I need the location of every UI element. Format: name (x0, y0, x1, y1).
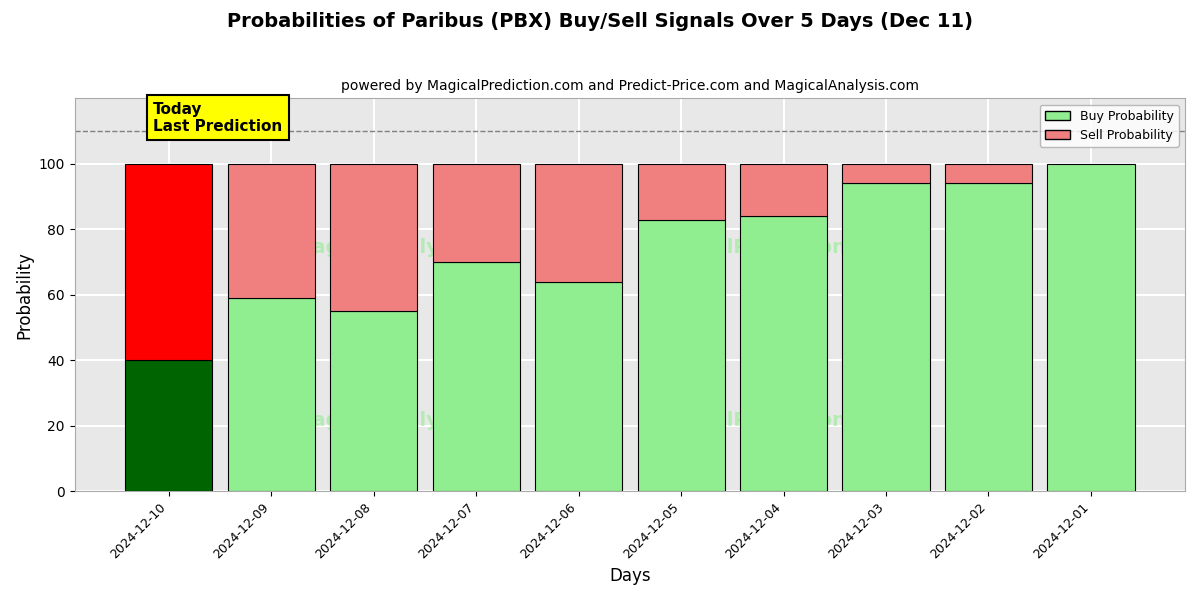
Bar (125, 361, 212, 491)
Text: MagicalAnalysis.com: MagicalAnalysis.com (294, 238, 522, 257)
Text: MagicalPrediction.com: MagicalPrediction.com (649, 411, 899, 430)
Title: powered by MagicalPrediction.com and Predict-Price.com and MagicalAnalysis.com: powered by MagicalPrediction.com and Pre… (341, 79, 919, 93)
Bar (944, 184, 1032, 491)
Bar (432, 262, 520, 491)
Bar (1048, 164, 1134, 491)
Bar (535, 164, 622, 282)
Bar (740, 216, 827, 491)
Bar (535, 282, 622, 491)
Bar (842, 184, 930, 491)
Bar (330, 311, 418, 491)
Bar (740, 164, 827, 216)
Bar (330, 164, 418, 311)
Bar (228, 298, 314, 491)
Bar (637, 164, 725, 220)
X-axis label: Days: Days (610, 567, 650, 585)
Bar (944, 164, 1032, 184)
Text: MagicalPrediction.com: MagicalPrediction.com (649, 238, 899, 257)
Text: MagicalAnalysis.com: MagicalAnalysis.com (294, 411, 522, 430)
Y-axis label: Probability: Probability (16, 251, 34, 339)
Text: Probabilities of Paribus (PBX) Buy/Sell Signals Over 5 Days (Dec 11): Probabilities of Paribus (PBX) Buy/Sell … (227, 12, 973, 31)
Bar (228, 164, 314, 298)
Bar (637, 220, 725, 491)
Bar (432, 164, 520, 262)
Legend: Buy Probability, Sell Probability: Buy Probability, Sell Probability (1040, 104, 1178, 147)
Bar (125, 164, 212, 361)
Text: Today
Last Prediction: Today Last Prediction (154, 101, 282, 134)
Bar (842, 164, 930, 184)
